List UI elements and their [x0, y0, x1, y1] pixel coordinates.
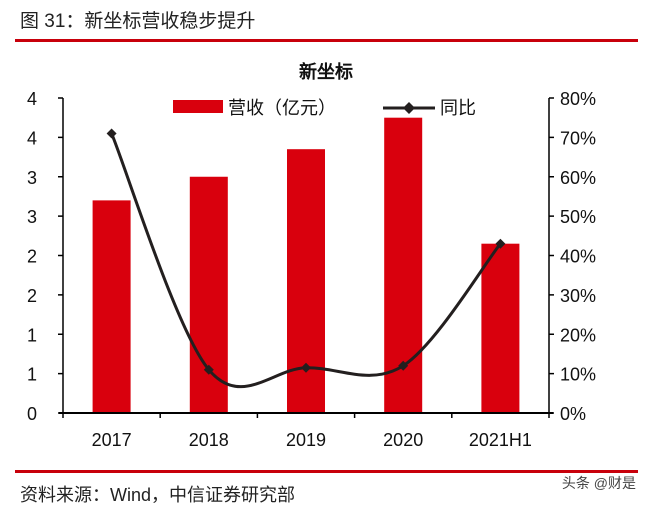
left-tick-label: 3: [27, 168, 37, 188]
bar-2021H1: [481, 243, 520, 413]
legend-bar-swatch: [173, 100, 223, 113]
top-rule: [15, 39, 638, 42]
legend-bar-label: 营收（亿元）: [228, 98, 336, 118]
yoy-point-2019: [301, 362, 311, 373]
bar-2018: [189, 176, 228, 413]
left-tick-label: 0: [27, 404, 37, 424]
bar-2019: [287, 149, 325, 413]
legend-line-marker: [403, 102, 415, 114]
right-tick-label: 20%: [560, 325, 596, 345]
bar-2017: [92, 200, 131, 413]
left-tick-label: 1: [27, 365, 37, 385]
figure-title: 图 31：新坐标营收稳步提升: [20, 11, 256, 32]
x-tick-label: 2018: [189, 430, 229, 450]
legend-line-label: 同比: [440, 98, 476, 118]
source-note: 资料来源：Wind，中信证券研究部: [20, 485, 296, 505]
right-tick-label: 30%: [560, 286, 596, 306]
right-tick-label: 40%: [560, 247, 596, 267]
right-tick-label: 70%: [560, 128, 596, 148]
right-tick-label: 60%: [560, 168, 596, 188]
left-tick-label: 4: [27, 128, 37, 148]
left-tick-label: 1: [27, 325, 37, 345]
x-tick-label: 2021H1: [469, 430, 532, 450]
left-tick-label: 4: [27, 89, 37, 109]
right-tick-label: 80%: [560, 89, 596, 109]
yoy-point-2021H1: [495, 238, 506, 249]
left-tick-label: 2: [27, 286, 37, 306]
yoy-line: [110, 132, 502, 389]
right-tick-label: 10%: [560, 365, 596, 385]
x-tick-label: 2020: [383, 430, 423, 450]
yoy-point-2017: [106, 128, 117, 139]
right-tick-label: 0%: [560, 404, 586, 424]
chart-title: 新坐标: [299, 61, 353, 82]
x-tick-label: 2019: [286, 430, 326, 450]
right-tick-label: 50%: [560, 207, 596, 227]
yoy-point-2020: [398, 360, 409, 371]
bottom-rule: [15, 470, 638, 473]
left-tick-label: 2: [27, 247, 37, 267]
watermark: 头条 @财是: [561, 475, 636, 491]
yoy-point-2018: [203, 364, 214, 375]
left-tick-label: 3: [27, 207, 37, 227]
x-tick-label: 2017: [92, 430, 132, 450]
